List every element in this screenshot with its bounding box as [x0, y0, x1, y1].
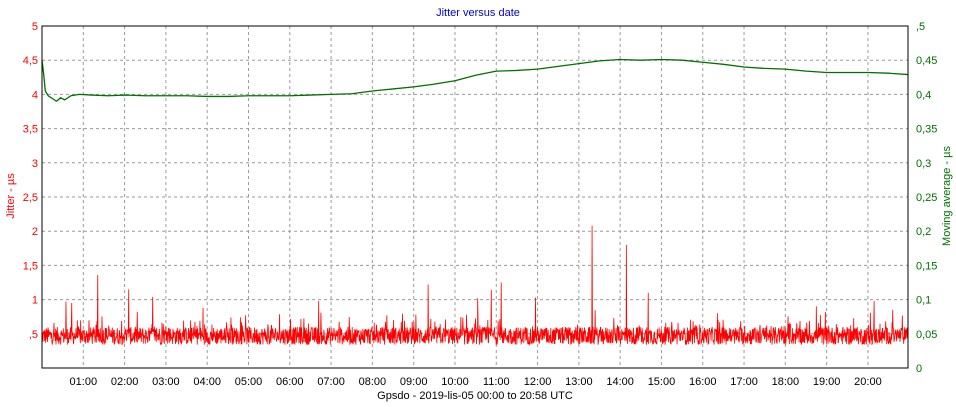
chart-title: Jitter versus date — [436, 7, 520, 19]
right-tick-label: ,5 — [916, 21, 925, 33]
right-tick-label: 0,25 — [916, 192, 937, 204]
left-tick-label: 3 — [32, 158, 38, 170]
x-tick-label: 09:00 — [400, 376, 428, 388]
plot-frame — [41, 25, 909, 369]
x-tick-label: 01:00 — [70, 376, 98, 388]
right-axis-ticks: 0 0,05 0,1 0,15 0,2 0,25 0,3 0,35 0,4 0,45 ,5 — [916, 21, 937, 375]
right-tick-label: 0,3 — [916, 158, 931, 170]
x-tick-label: 05:00 — [235, 376, 263, 388]
x-tick-label: 04:00 — [193, 376, 221, 388]
x-tick-label: 07:00 — [317, 376, 345, 388]
x-axis-ticks: 01:00 02:00 03:00 04:00 05:00 06:00 07:00 08:00… — [70, 376, 882, 388]
left-axis-ticks: ,5 1 1,5 2 2,5 3 3,5 4 4,5 5 — [23, 21, 38, 341]
left-tick-label: 4 — [32, 89, 38, 101]
x-axis-label: Gpsdo - 2019-lis-05 00:00 to 20:58 UTC — [377, 390, 573, 402]
x-tick-label: 06:00 — [276, 376, 304, 388]
x-tick-label: 10:00 — [441, 376, 469, 388]
right-tick-label: 0,4 — [916, 89, 931, 101]
left-tick-label: 1 — [32, 295, 38, 307]
x-tick-label: 20:00 — [854, 376, 882, 388]
x-tick-label: 17:00 — [730, 376, 758, 388]
left-tick-label: 4,5 — [23, 55, 38, 67]
left-tick-label: 3,5 — [23, 124, 38, 136]
x-tick-label: 08:00 — [359, 376, 387, 388]
right-tick-label: 0 — [916, 363, 922, 375]
right-tick-label: 0,05 — [916, 329, 937, 341]
right-axis-label: Moving average - µs — [941, 146, 953, 246]
left-tick-label: 5 — [32, 21, 38, 33]
left-axis-label: Jitter - µs — [5, 173, 17, 219]
x-tick-label: 03:00 — [152, 376, 180, 388]
left-tick-label: ,5 — [29, 329, 38, 341]
right-tick-label: 0,2 — [916, 226, 931, 238]
jitter-series-line — [41, 225, 909, 346]
x-tick-label: 16:00 — [689, 376, 717, 388]
series-layer — [41, 58, 909, 346]
x-tick-label: 14:00 — [606, 376, 634, 388]
x-tick-label: 13:00 — [565, 376, 593, 388]
x-tick-label: 12:00 — [524, 376, 552, 388]
x-tick-label: 02:00 — [111, 376, 139, 388]
x-tick-label: 11:00 — [483, 376, 510, 388]
right-tick-label: 0,15 — [916, 260, 937, 272]
left-tick-label: 2 — [32, 226, 38, 238]
left-tick-label: 2,5 — [23, 192, 38, 204]
grid-lines — [42, 25, 908, 368]
x-tick-label: 15:00 — [648, 376, 676, 388]
x-tick-label: 19:00 — [813, 376, 841, 388]
left-tick-label: 1,5 — [23, 260, 38, 272]
right-tick-label: 0,45 — [916, 55, 937, 67]
x-tick-label: 18:00 — [772, 376, 800, 388]
right-tick-label: 0,1 — [916, 295, 931, 307]
moving-average-series-line — [41, 58, 909, 103]
right-tick-label: 0,35 — [916, 124, 937, 136]
